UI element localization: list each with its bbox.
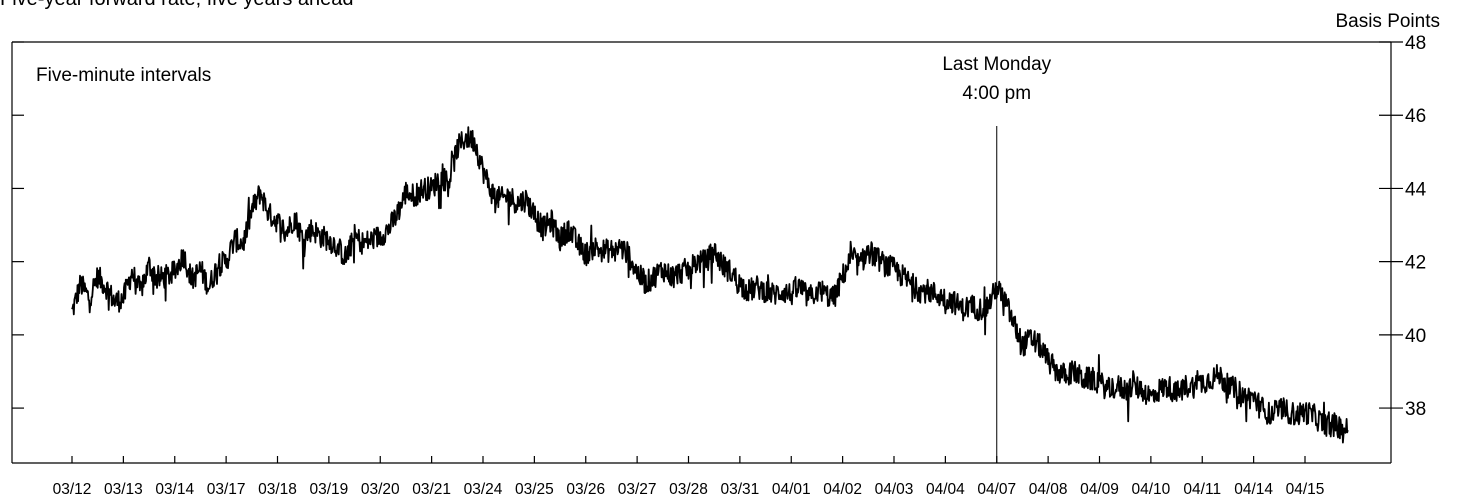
x-tick-label: 04/03	[875, 481, 914, 498]
marker-label-line1: Last Monday	[942, 54, 1051, 75]
x-tick-label: 03/17	[207, 481, 246, 498]
x-tick-label: 03/19	[309, 481, 348, 498]
marker-label-line2: 4:00 pm	[962, 83, 1031, 104]
x-tick-label: 03/26	[566, 481, 605, 498]
chart-frame	[11, 41, 1403, 464]
y-tick-label: 44	[1405, 179, 1427, 200]
text-layer: 38 40 42 44 46 48 03/12 03/13 03/14 03/17 03/18 03/…	[36, 11, 1440, 498]
y-tick-label: 42	[1405, 253, 1426, 274]
x-tick-label: 03/21	[412, 481, 451, 498]
x-tick-label: 04/15	[1286, 481, 1325, 498]
x-tick-label: 03/31	[720, 481, 759, 498]
x-tick-label: 04/07	[977, 481, 1016, 498]
x-tick-label: 04/02	[823, 481, 862, 498]
x-tick-label: 03/28	[669, 481, 708, 498]
x-tick-label: 04/09	[1080, 481, 1119, 498]
x-tick-label: 04/04	[926, 481, 965, 498]
x-tick-label: 03/25	[515, 481, 554, 498]
x-tick-label: 03/14	[155, 481, 194, 498]
header-partial-text: Five-year forward rate, five years ahead	[0, 0, 354, 11]
chart-annotation: Five-minute intervals	[36, 65, 211, 86]
x-tick-label: 03/13	[104, 481, 143, 498]
y-tick-label: 48	[1405, 33, 1426, 54]
y-tick-label: 38	[1405, 399, 1426, 420]
x-tick-label: 04/10	[1131, 481, 1170, 498]
y-tick-label: 40	[1405, 326, 1426, 347]
series-layer	[71, 126, 1349, 444]
x-tick-label: 03/24	[464, 481, 503, 498]
x-tick-label: 04/11	[1183, 481, 1221, 498]
y-axis-label: Basis Points	[1335, 11, 1440, 32]
x-tick-label: 03/27	[618, 481, 657, 498]
x-tick-label: 03/20	[361, 481, 400, 498]
x-tick-label: 04/01	[772, 481, 811, 498]
x-tick-label: 04/14	[1234, 481, 1273, 498]
marker-layer: Last Monday 4:00 pm	[942, 54, 1052, 463]
x-tick-label: 04/08	[1029, 481, 1068, 498]
x-tick-label: 03/12	[53, 481, 92, 498]
y-tick-label: 46	[1405, 106, 1426, 127]
x-tick-label: 03/18	[258, 481, 297, 498]
series-line	[71, 126, 1349, 444]
